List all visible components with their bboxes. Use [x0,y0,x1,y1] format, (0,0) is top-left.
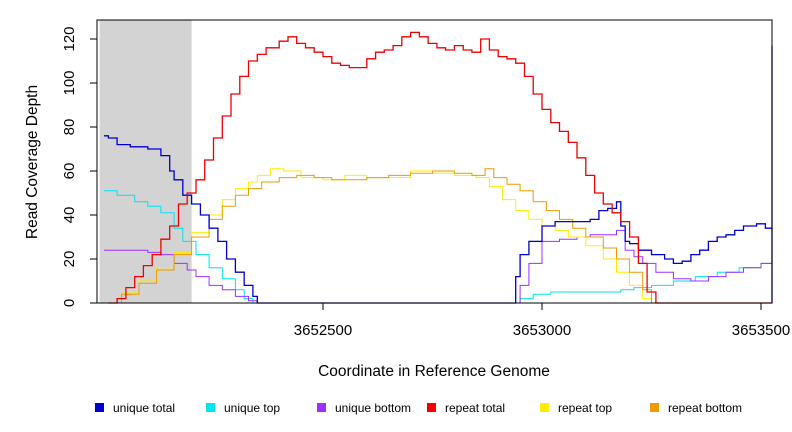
shaded-regions [99,20,192,303]
y-tick-label: 120 [61,26,78,51]
y-axis: 0 20 40 60 80 100 120 [61,26,97,307]
plot-frame [96,19,773,304]
x-tick-label: 3653000 [513,322,571,339]
legend-label: repeat top [558,401,612,415]
legend-swatch [650,403,659,412]
y-tick-label: 0 [61,299,78,307]
series-line-repeat-total [108,31,772,304]
y-tick-label: 40 [61,207,78,224]
legend-label: unique bottom [335,401,411,415]
legend-label: repeat total [445,401,505,415]
y-axis-title: Read Coverage Depth [24,85,41,239]
y-tick-label: 60 [61,163,78,180]
legend-swatch [95,403,104,412]
x-axis-title: Coordinate in Reference Genome [318,363,550,380]
shaded-region-1 [99,20,192,303]
series-lines [104,31,773,304]
y-tick-label: 100 [61,70,78,95]
legend-label: unique top [224,401,280,415]
y-tick-label: 80 [61,119,78,136]
legend-swatch [427,403,436,412]
legend-swatch [540,403,549,412]
legend-swatch [317,403,326,412]
legend-label: unique total [113,401,175,415]
legend-swatch [206,403,215,412]
legend-label: repeat bottom [668,401,742,415]
y-tick-label: 20 [61,251,78,268]
x-axis: 3652500365300036535003654000 [294,303,790,339]
x-tick-label: 3653500 [732,322,790,339]
x-tick-label: 3652500 [294,322,352,339]
legend: unique total unique top unique bottom repea… [95,401,742,415]
